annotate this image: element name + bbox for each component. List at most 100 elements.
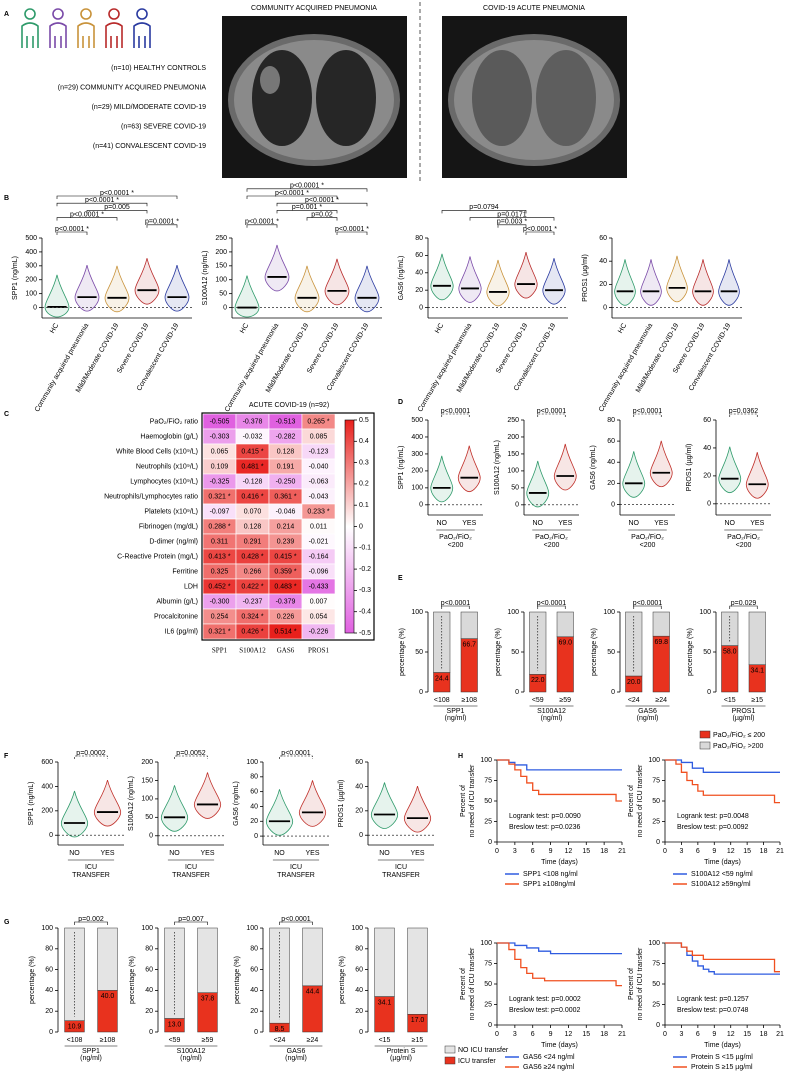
p-bracket [336, 231, 368, 235]
y-axis-label: Percent of [460, 968, 467, 1000]
y-tick-label: 40 [599, 258, 607, 265]
y-axis-label: percentage (%) [234, 956, 241, 1004]
violin [134, 258, 160, 305]
legend-swatch [444, 1045, 456, 1054]
y-tick-label: 100 [141, 925, 153, 932]
y-tick-label: 200 [215, 249, 227, 256]
x-tick-label: NO [629, 520, 640, 527]
colorbar [344, 419, 355, 634]
x-axis-label: S100A12 [537, 708, 566, 715]
y-tick-label: 100 [351, 925, 363, 932]
cell-label: -0.040 [309, 463, 329, 470]
violin [324, 258, 350, 306]
p-value: p<0.0001 * [245, 219, 279, 226]
x-axis-unit: (ng/ml) [541, 715, 563, 722]
x-tick-label: 12 [565, 1031, 573, 1038]
p-bracket [56, 202, 148, 207]
bar-segment [556, 611, 574, 638]
colorbar-tick-label: -0.4 [359, 609, 371, 616]
y-tick-label: 80 [145, 946, 153, 953]
violin [640, 259, 662, 306]
colorbar-tick-label: 0.2 [359, 481, 369, 488]
y-axis-label: SPP1 (ng/mL) [28, 782, 35, 826]
cell-label: 0.324 * [241, 613, 263, 620]
y-tick-label: 0 [419, 502, 423, 509]
x-tick-label: 12 [565, 848, 573, 855]
y-tick-label: 80 [45, 946, 53, 953]
cell-label: -0.063 [309, 478, 329, 485]
x-tick-label: ≥15 [751, 697, 763, 704]
legend-label: SPP1 ≥108ng/ml [523, 881, 576, 888]
violin [265, 789, 294, 836]
p-value: p<0.0001 * [305, 197, 339, 204]
test-result: Logrank test: p=0.0048 [677, 813, 749, 820]
y-tick-label: 50 [511, 485, 519, 492]
cell-label: 0.359 * [274, 568, 296, 575]
x-tick-label: 9 [549, 848, 553, 855]
cell-label: 0.226 [277, 613, 295, 620]
y-axis-label: GAS6 (ng/mL) [233, 781, 240, 826]
cell-label: 0.321 * [208, 493, 230, 500]
y-tick-label: 0 [603, 304, 607, 311]
bar-segment [652, 611, 670, 637]
cell-label: -0.282 [276, 433, 296, 440]
x-tick-label: NO [437, 520, 448, 527]
cell-label: 0.415 * [274, 553, 296, 560]
cell-label: -0.021 [309, 538, 329, 545]
y-tick-label: 400 [41, 783, 53, 790]
cell-label: -0.303 [210, 433, 230, 440]
violin [264, 244, 290, 292]
y-tick-label: 200 [507, 434, 519, 441]
row-label: D-dimer (ng/ml) [149, 538, 198, 545]
heatmap-frame [201, 412, 375, 641]
p-value: p=0.003 * [497, 219, 527, 226]
panel-label: A [4, 11, 9, 18]
y-tick-label: 0 [488, 1022, 492, 1029]
y-tick-label: 50 [607, 649, 615, 656]
cell-label: 0.265 * [307, 418, 329, 425]
x-tick-label: NO [379, 850, 390, 857]
ct-image [222, 16, 407, 178]
y-tick-label: 100 [699, 609, 711, 616]
y-tick-label: 20 [250, 1008, 258, 1015]
image-title: COMMUNITY ACQUIRED PNEUMONIA [251, 5, 377, 12]
colorbar-tick-label: 0.5 [359, 417, 369, 424]
y-tick-label: 60 [703, 417, 711, 424]
bar-label: 37.8 [201, 996, 215, 1003]
survival-curve [665, 759, 780, 773]
violin [526, 460, 550, 508]
bar-label: 22.0 [531, 677, 545, 684]
x-tick-label: 12 [727, 848, 735, 855]
y-tick-label: 0 [49, 1029, 53, 1036]
bar-label: 13.0 [168, 1021, 182, 1028]
y-tick-label: 0 [149, 1029, 153, 1036]
x-axis-label: ICU [290, 864, 302, 871]
survival-curve [665, 942, 780, 973]
y-tick-label: 40 [355, 987, 363, 994]
panel-label: B [4, 195, 9, 202]
x-tick-label: Severe COVID-19 [116, 322, 150, 374]
colorbar-tick-label: 0.3 [359, 459, 369, 466]
y-tick-label: 40 [703, 445, 711, 452]
p-bracket [469, 217, 555, 221]
violin [622, 451, 646, 498]
y-tick-label: 75 [652, 960, 660, 967]
p-value: p<0.0001 * [100, 190, 134, 197]
y-tick-label: 40 [145, 987, 153, 994]
cell-label: -0.046 [276, 508, 296, 515]
y-tick-label: 0 [488, 839, 492, 846]
cell-label: -0.097 [210, 508, 230, 515]
x-axis-label: <200 [640, 542, 656, 549]
row-label: IL6 (pg/ml) [165, 628, 198, 635]
test-result: Logrank test: p=0.0090 [509, 813, 581, 820]
p-bracket [276, 202, 368, 207]
x-tick-label: 15 [743, 848, 751, 855]
y-tick-label: 60 [45, 966, 53, 973]
panel-label: H [458, 753, 463, 760]
cell-label: 0.514 * [274, 628, 296, 635]
legend-label: GAS6 <24 ng/ml [523, 1054, 575, 1061]
cell-label: -0.226 [309, 628, 329, 635]
y-tick-label: 60 [415, 252, 423, 259]
x-axis-label: ICU [395, 864, 407, 871]
test-result: Logrank test: p=0.0002 [509, 996, 581, 1003]
